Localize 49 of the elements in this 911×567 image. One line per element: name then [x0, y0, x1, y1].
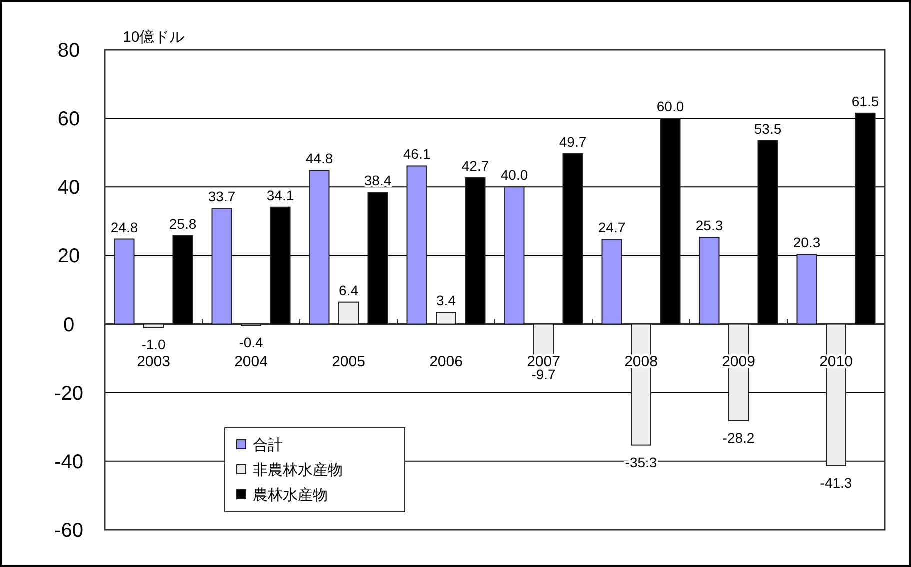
data-label: 25.3 — [696, 218, 724, 234]
data-label: 24.8 — [110, 219, 138, 236]
data-label: 33.7 — [208, 188, 236, 205]
data-label: 40.0 — [500, 167, 528, 184]
data-label: 60.0 — [656, 98, 684, 115]
bar — [114, 238, 135, 325]
legend-label: 非農林水産物 — [253, 462, 343, 479]
data-label: 49.7 — [559, 134, 587, 150]
bar — [796, 254, 818, 325]
data-label: -41.3 — [820, 474, 852, 491]
bar — [309, 170, 330, 325]
bar — [436, 312, 456, 325]
data-label: 53.5 — [754, 120, 782, 137]
y-axis-title: 10億ドル — [123, 29, 185, 46]
y-tick-label: 80 — [58, 40, 80, 62]
x-tick-label: 2006 — [430, 353, 463, 370]
legend-label: 農林水産物 — [253, 487, 328, 504]
y-tick-label: -60 — [54, 520, 84, 542]
data-label: 42.7 — [462, 158, 490, 174]
y-tick-label: 60 — [58, 108, 80, 131]
data-label: 44.8 — [306, 150, 334, 167]
bar — [504, 186, 525, 325]
data-label: -28.2 — [722, 430, 755, 446]
data-label: 25.8 — [169, 216, 197, 232]
bar — [406, 166, 428, 325]
y-tick-label: 40 — [58, 177, 80, 200]
bar — [602, 239, 622, 325]
data-label: 20.3 — [793, 234, 821, 251]
x-tick-label: 2004 — [234, 353, 268, 370]
data-label: 38.4 — [364, 172, 392, 189]
data-label: 34.1 — [266, 187, 294, 204]
data-label: -0.4 — [239, 334, 264, 351]
y-tick-label: -20 — [54, 382, 84, 405]
y-tick-label: 20 — [58, 246, 80, 268]
x-tick-label: 2003 — [137, 353, 170, 370]
bar — [212, 208, 232, 325]
data-label: 61.5 — [852, 93, 880, 110]
y-tick-label: 0 — [63, 314, 75, 336]
bar — [338, 302, 359, 325]
data-label: 3.4 — [436, 292, 456, 309]
legend-label: 合計 — [253, 437, 283, 454]
data-label: -1.0 — [142, 336, 166, 353]
x-tick-label: 2005 — [332, 353, 366, 370]
bar — [699, 237, 720, 325]
y-tick-label: -40 — [54, 451, 84, 474]
bar — [144, 324, 164, 328]
data-label: 24.7 — [598, 220, 626, 236]
data-label: 6.4 — [339, 282, 359, 298]
data-label: 46.1 — [403, 146, 431, 162]
